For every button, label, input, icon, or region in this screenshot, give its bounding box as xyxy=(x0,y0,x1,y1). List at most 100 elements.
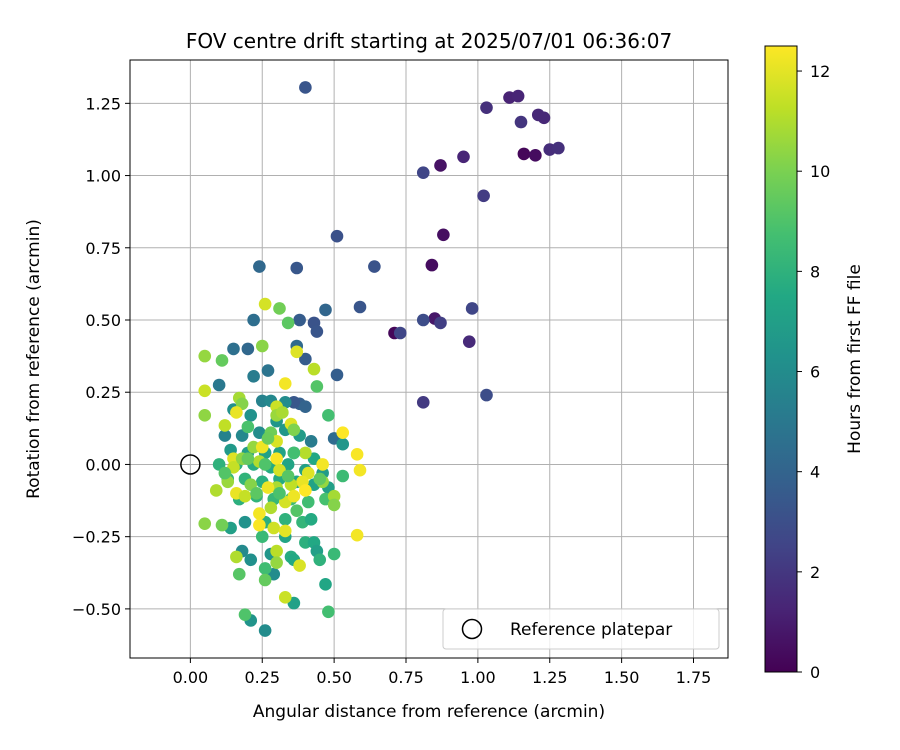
y-tick-label: 1.25 xyxy=(85,94,121,113)
data-point xyxy=(218,419,232,432)
data-point xyxy=(230,550,243,564)
chart-title: FOV centre drift starting at 2025/07/01 … xyxy=(186,29,672,53)
data-point xyxy=(327,489,341,503)
data-point xyxy=(293,313,306,327)
data-point xyxy=(327,498,341,512)
data-point xyxy=(290,345,304,359)
y-tick-label: 0.25 xyxy=(85,383,121,402)
y-tick-label: 0.75 xyxy=(85,239,121,258)
y-tick-label: −0.25 xyxy=(72,528,121,547)
colorbar-tick-label: 8 xyxy=(810,262,820,281)
data-point xyxy=(514,115,528,129)
data-point xyxy=(227,452,240,465)
data-point xyxy=(273,487,286,500)
data-point xyxy=(290,504,304,517)
y-axis-label: Rotation from reference (arcmin) xyxy=(24,219,44,499)
scatter-points xyxy=(198,81,565,637)
data-point xyxy=(290,261,304,275)
data-point xyxy=(299,446,312,460)
data-point xyxy=(307,362,321,376)
data-point xyxy=(244,553,258,567)
data-point xyxy=(434,159,447,172)
data-point xyxy=(310,325,324,338)
data-point xyxy=(227,342,240,356)
data-point xyxy=(353,463,367,477)
data-point xyxy=(241,452,255,465)
data-point xyxy=(480,388,493,402)
x-axis-ticks: 0.00 0.25 0.50 0.75 1.00 1.25 1.50 1.75 xyxy=(173,658,711,687)
colorbar xyxy=(764,45,798,673)
x-tick-label: 0.50 xyxy=(316,668,352,687)
data-point xyxy=(267,521,281,535)
data-point xyxy=(278,591,292,604)
data-point xyxy=(198,409,212,422)
data-point xyxy=(313,472,327,486)
colorbar-tick-label: 12 xyxy=(810,62,830,81)
data-point xyxy=(250,487,263,500)
data-point xyxy=(336,426,350,439)
data-point xyxy=(313,553,327,567)
data-point xyxy=(247,440,260,454)
y-tick-label: −0.50 xyxy=(72,600,121,619)
data-point xyxy=(209,484,223,497)
data-point xyxy=(253,518,266,532)
data-point xyxy=(425,258,439,272)
data-point xyxy=(258,573,272,587)
data-point xyxy=(434,316,447,330)
x-tick-label: 1.25 xyxy=(532,668,568,687)
data-point xyxy=(232,567,246,581)
data-point xyxy=(299,400,312,413)
data-point xyxy=(215,354,229,367)
data-point xyxy=(198,384,212,398)
x-axis-label: Angular distance from reference (arcmin) xyxy=(253,702,605,722)
y-tick-label: 0.50 xyxy=(85,311,121,330)
data-point xyxy=(212,378,226,392)
data-point xyxy=(353,300,367,314)
data-point xyxy=(336,437,350,451)
data-point xyxy=(261,432,275,445)
data-point xyxy=(301,495,315,509)
data-point xyxy=(330,229,344,243)
data-point xyxy=(437,228,450,242)
data-point xyxy=(278,513,292,526)
data-point xyxy=(480,101,493,114)
data-point xyxy=(247,370,260,383)
data-point xyxy=(287,446,301,460)
data-point xyxy=(299,536,312,549)
data-point xyxy=(287,489,301,503)
colorbar-ticks: 0 2 4 6 8 10 12 xyxy=(797,62,830,682)
data-point xyxy=(319,578,332,591)
data-point xyxy=(316,458,329,471)
data-point xyxy=(238,608,252,621)
colorbar-tick-label: 4 xyxy=(810,463,820,482)
data-point xyxy=(255,394,269,408)
data-point xyxy=(261,481,275,494)
data-point xyxy=(462,335,476,348)
data-point xyxy=(327,547,341,561)
data-point xyxy=(416,396,430,409)
data-point xyxy=(529,149,542,162)
data-point xyxy=(238,489,252,503)
data-point xyxy=(350,528,364,542)
plot-frame xyxy=(129,59,729,659)
data-point xyxy=(218,466,232,480)
data-point xyxy=(278,377,292,390)
data-point xyxy=(416,313,430,327)
data-point xyxy=(264,501,278,515)
legend: Reference platepar xyxy=(442,608,720,650)
data-point xyxy=(299,484,312,497)
data-point xyxy=(198,517,212,530)
data-point xyxy=(393,326,407,340)
data-point xyxy=(241,342,255,356)
data-point xyxy=(293,559,306,572)
y-axis-ticks: −0.50 −0.25 0.00 0.25 0.50 0.75 1.00 1.25 xyxy=(72,94,130,619)
data-point xyxy=(230,406,243,419)
colorbar-tick-label: 2 xyxy=(810,563,820,582)
data-point xyxy=(511,89,525,103)
data-point xyxy=(281,469,295,483)
data-point xyxy=(255,530,269,543)
data-point xyxy=(319,303,332,317)
data-point xyxy=(517,147,531,161)
data-point xyxy=(322,409,335,422)
data-point xyxy=(322,605,335,619)
